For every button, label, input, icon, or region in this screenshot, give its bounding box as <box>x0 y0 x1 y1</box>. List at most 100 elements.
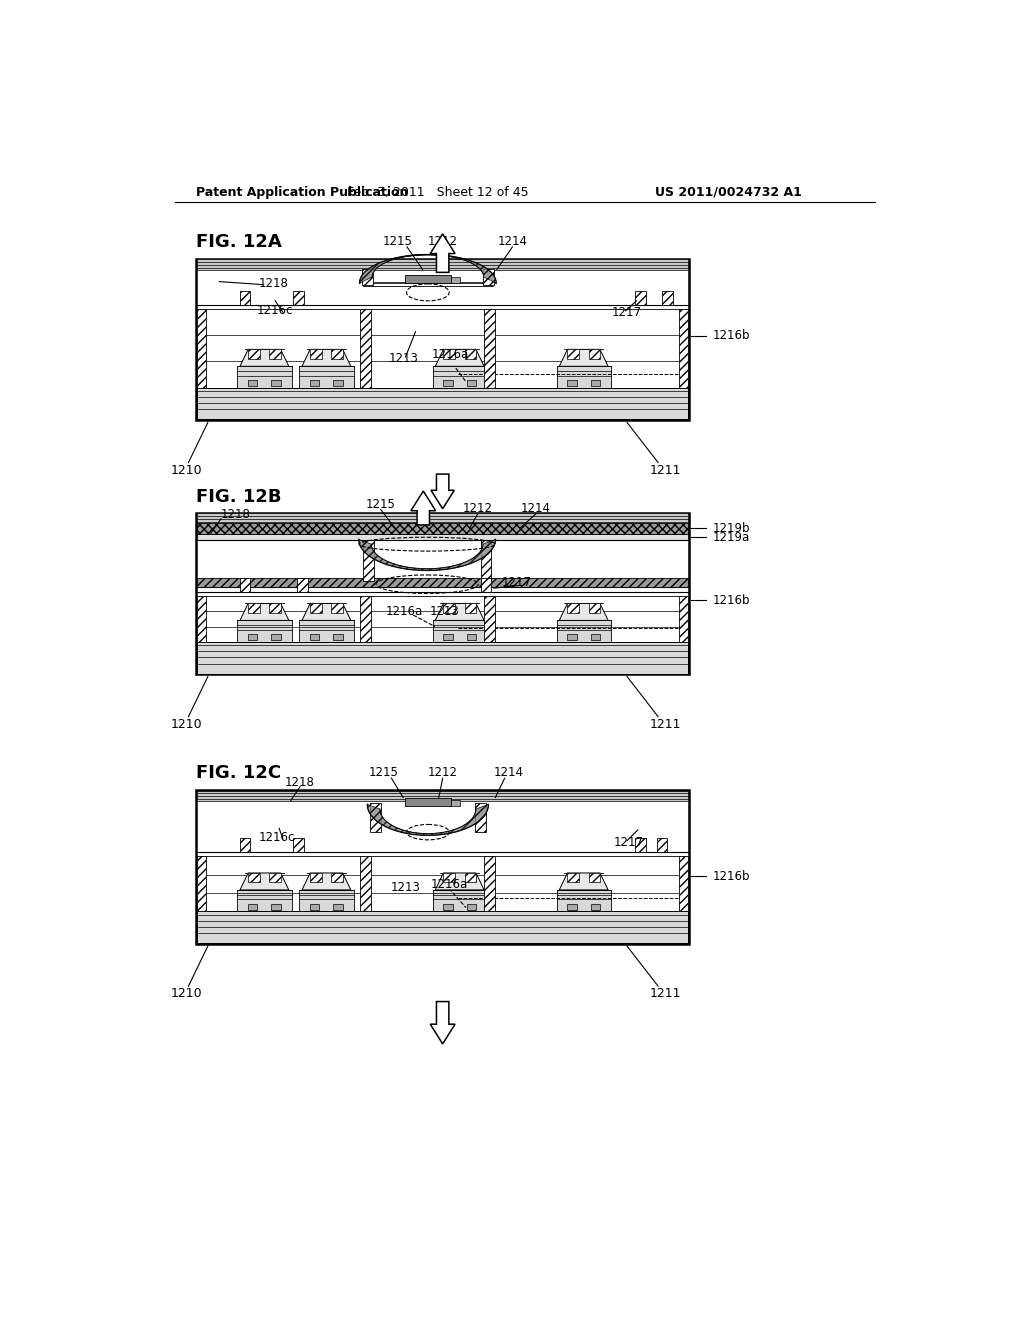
Bar <box>432 367 486 388</box>
Bar <box>480 540 492 581</box>
Text: FIG. 12B: FIG. 12B <box>197 488 282 506</box>
Bar <box>197 595 206 642</box>
Bar <box>452 800 461 807</box>
Bar <box>197 535 688 540</box>
Bar <box>310 350 322 359</box>
Bar <box>567 904 577 909</box>
Polygon shape <box>240 873 289 890</box>
Text: 1218: 1218 <box>259 277 289 289</box>
Text: 1216c: 1216c <box>257 305 294 317</box>
Polygon shape <box>435 603 484 620</box>
Text: 1218: 1218 <box>221 508 251 520</box>
Polygon shape <box>430 1002 455 1044</box>
Bar <box>362 269 373 285</box>
Bar <box>334 904 343 909</box>
Text: 1212: 1212 <box>463 502 493 515</box>
Polygon shape <box>368 804 488 836</box>
Bar <box>443 603 455 612</box>
Text: 1216a: 1216a <box>432 348 469 362</box>
Bar <box>567 873 579 882</box>
Text: US 2011/0024732 A1: US 2011/0024732 A1 <box>655 186 802 199</box>
Bar <box>332 873 343 882</box>
Bar <box>467 635 476 640</box>
Text: FIG. 12C: FIG. 12C <box>197 764 282 781</box>
Bar <box>467 380 476 387</box>
Text: 1210: 1210 <box>171 987 203 1001</box>
Bar <box>248 380 257 387</box>
Bar <box>334 380 343 387</box>
Bar <box>238 367 292 388</box>
Bar <box>443 350 455 359</box>
Bar <box>238 890 292 911</box>
Bar <box>679 309 688 388</box>
Bar <box>656 838 668 853</box>
Text: 1210: 1210 <box>171 718 203 731</box>
Polygon shape <box>302 603 351 620</box>
Text: Patent Application Publication: Patent Application Publication <box>197 186 409 199</box>
Text: 1215: 1215 <box>366 499 395 511</box>
Bar <box>271 635 281 640</box>
Text: 1216a: 1216a <box>430 878 468 891</box>
Text: 1219b: 1219b <box>713 521 751 535</box>
Text: 1215: 1215 <box>383 235 413 248</box>
Bar <box>197 855 206 911</box>
Bar <box>293 838 304 853</box>
Bar <box>362 540 374 581</box>
Bar <box>310 873 322 882</box>
Polygon shape <box>411 491 435 525</box>
Text: 1211: 1211 <box>650 718 682 731</box>
Bar <box>484 855 496 911</box>
Bar <box>589 350 600 359</box>
Bar <box>432 890 486 911</box>
Bar <box>334 635 343 640</box>
Text: 1213: 1213 <box>390 880 421 894</box>
Bar <box>443 635 453 640</box>
Bar <box>443 873 455 882</box>
Bar <box>557 890 611 911</box>
Bar <box>443 904 453 909</box>
Bar <box>404 276 452 284</box>
Polygon shape <box>240 603 289 620</box>
Bar <box>432 620 486 642</box>
Bar <box>197 259 688 271</box>
Bar <box>567 380 577 387</box>
Text: 1216a: 1216a <box>385 605 423 618</box>
Polygon shape <box>559 603 608 620</box>
Text: 1217: 1217 <box>612 306 642 319</box>
Bar <box>197 512 689 675</box>
Bar <box>248 873 259 882</box>
Bar <box>240 290 251 305</box>
Text: 1215: 1215 <box>369 767 398 779</box>
Bar <box>480 578 492 591</box>
Bar <box>467 904 476 909</box>
Bar <box>484 309 496 388</box>
Polygon shape <box>359 540 496 570</box>
Bar <box>475 803 486 832</box>
Bar <box>679 595 688 642</box>
Bar <box>248 350 259 359</box>
Text: 1216b: 1216b <box>713 870 751 883</box>
Bar <box>197 513 688 524</box>
Text: 1213: 1213 <box>389 352 419 366</box>
Bar <box>662 290 673 305</box>
Bar <box>297 578 308 591</box>
Bar <box>197 524 688 535</box>
Polygon shape <box>559 873 608 890</box>
Text: 1213: 1213 <box>429 605 459 618</box>
Bar <box>299 620 353 642</box>
Bar <box>359 595 371 642</box>
Bar <box>635 290 646 305</box>
Polygon shape <box>302 350 351 367</box>
Polygon shape <box>431 474 455 508</box>
Bar <box>197 259 689 420</box>
Polygon shape <box>435 873 484 890</box>
Text: 1212: 1212 <box>428 235 458 248</box>
Bar <box>248 904 257 909</box>
Bar <box>679 855 688 911</box>
Bar <box>465 603 476 612</box>
Bar <box>271 380 281 387</box>
Polygon shape <box>559 350 608 367</box>
Bar <box>197 791 688 801</box>
Text: 1216c: 1216c <box>259 832 295 843</box>
Bar <box>567 350 579 359</box>
